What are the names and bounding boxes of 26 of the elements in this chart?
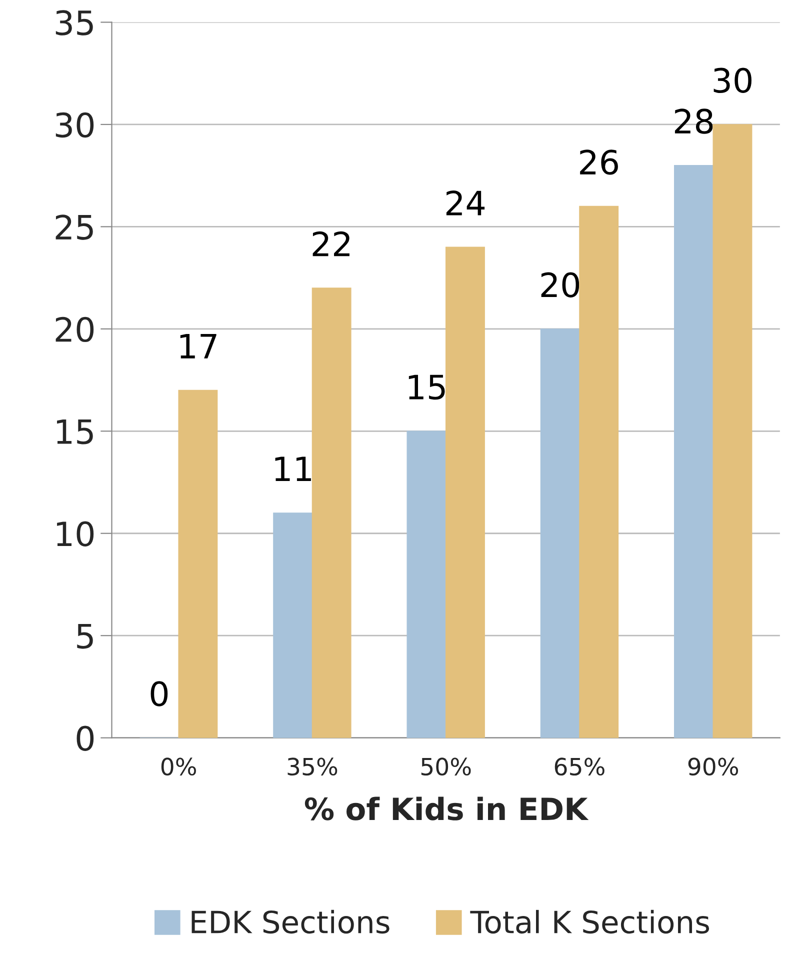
y-tick-label: 30: [56, 112, 94, 138]
data-label: 22: [312, 231, 350, 256]
y-tick-label: 20: [56, 316, 94, 342]
x-axis-title: % of Kids in EDK: [304, 796, 589, 820]
y-tick-label: 25: [56, 214, 93, 240]
x-tick-label: 65%: [554, 758, 604, 776]
data-label: 0: [150, 681, 168, 706]
y-tick-label: 15: [57, 420, 93, 444]
data-label: 30: [714, 68, 752, 94]
legend-label: Total K Sections: [470, 910, 710, 934]
y-tick-label: 10: [57, 521, 94, 547]
x-tick-label: 35%: [288, 758, 338, 776]
data-label: 28: [674, 108, 713, 134]
data-label: 15: [408, 374, 445, 400]
data-label: 17: [180, 334, 216, 358]
y-tick-label: 0: [76, 726, 94, 751]
data-label: 26: [580, 150, 618, 175]
x-tick-label: 90%: [688, 758, 738, 776]
data-label: 11: [275, 456, 311, 481]
x-tick-label: 50%: [421, 758, 471, 776]
legend-label: EDK Sections: [192, 910, 390, 934]
data-label: 20: [541, 272, 580, 298]
x-tick-label: 0%: [161, 758, 196, 776]
y-tick-label: 5: [77, 624, 93, 649]
y-tick-label: 35: [56, 10, 93, 36]
data-label: 24: [446, 190, 485, 216]
